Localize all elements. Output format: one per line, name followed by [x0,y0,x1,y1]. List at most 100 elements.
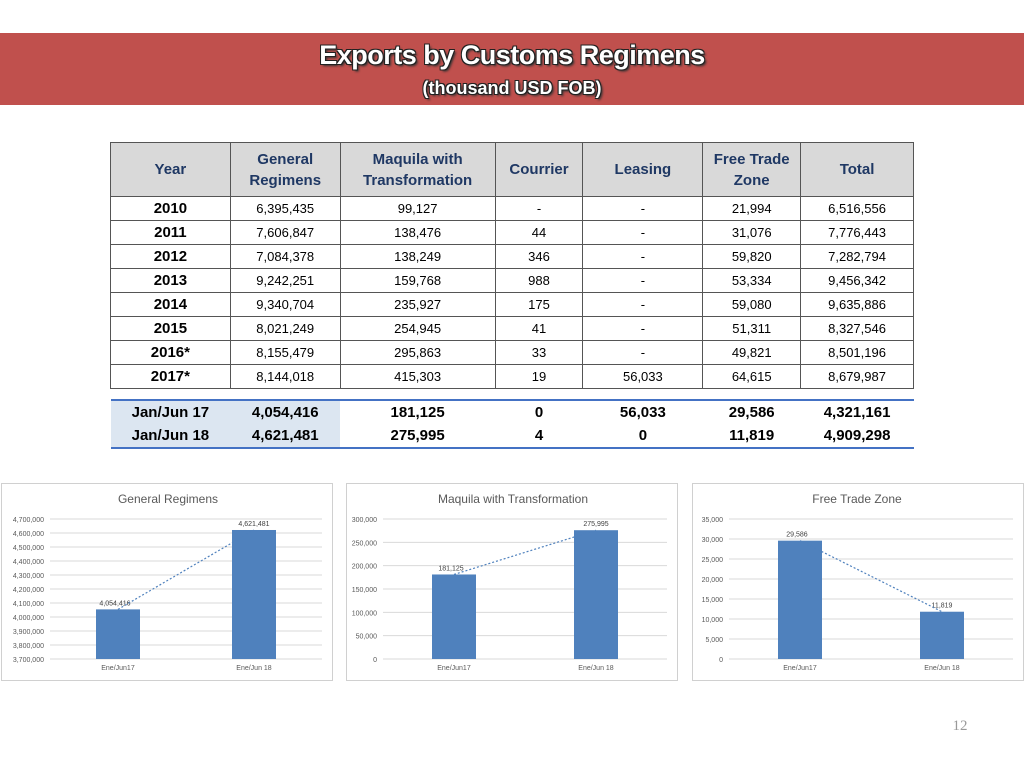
table-row: 2012 7,084,378 138,249 346-59,820 7,282,794 [110,244,914,269]
page-subtitle: (thousand USD FOB) [422,78,602,98]
table-row: 2017* 8,144,018 415,303 19 56,033 64,615 8,679… [110,364,914,389]
chart-general-regimens: General Regimens 3,700,000 3,800,000 3,900,… [1,483,333,681]
y-tick-label: 100,000 [352,610,377,617]
row-year-cell: 2016* [110,340,231,365]
y-tick-label: 4,400,000 [13,559,44,566]
bar [920,611,964,659]
table-cell: - [494,196,584,221]
x-tick-label: Ene/Jun 18 [236,665,272,672]
y-tick-label: 20,000 [702,577,724,584]
subtotal-cell: 56,033 [582,399,703,424]
y-tick-label: 10,000 [702,617,724,624]
table-cell: 8,679,987 [800,364,914,389]
table-cell: 64,615 [702,364,802,389]
table-cell: 31,076 [702,220,802,245]
header-courrier: Courrier [494,142,584,197]
table-cell: 7,084,378 [229,244,341,269]
y-tick-label: 5,000 [705,637,723,644]
chart-maquila: Maquila with Transformation 0 50,000 100,00… [346,483,678,681]
row-year-cell: 2014 [110,292,231,317]
table-cell: 8,144,018 [229,364,341,389]
y-tick-label: 4,300,000 [13,573,44,580]
chart-free-trade-zone: Free Trade Zone 0 5,000 10,000 15,000 20,000 2… [692,483,1024,681]
table-row: 2016* 8,155,479 295,863 33-49,821 8,501,196 [110,340,914,365]
table-row: 2015 8,021,249 254,945 41-51,311 8,327,546 [110,316,914,341]
y-tick-label: 35,000 [702,517,724,524]
table-cell: 59,080 [702,292,802,317]
table-cell: 138,476 [339,220,496,245]
subtotal-cell: 275,995 [340,424,496,449]
header-free-trade-zone: Free Trade Zone [702,142,802,197]
title-banner: Exports by Customs Regimens (thousand US… [0,33,1024,105]
table-cell: 49,821 [702,340,802,365]
row-year-cell: 2017* [110,364,231,389]
y-tick-label: 3,800,000 [13,643,44,650]
table-cell: 346 [494,244,584,269]
table-cell: 33 [494,340,584,365]
data-label: 4,621,481 [238,521,269,528]
table-cell: 41 [494,316,584,341]
x-tick-label: Ene/Jun 18 [924,665,960,672]
table-cell: 51,311 [702,316,802,341]
table-cell: 7,606,847 [229,220,341,245]
subtotal-cell: 0 [495,399,583,424]
table-cell: - [582,196,704,221]
chart-title: Maquila with Transformation [438,492,588,506]
table-header-row: Year General Regimens Maquila with Trans… [110,142,914,197]
subtotal-cell: 4,321,161 [800,399,914,424]
table-cell: 56,033 [582,364,704,389]
table-row: 2013 9,242,251 159,768 988-53,334 9,456,342 [110,268,914,293]
header-year: Year [110,142,231,197]
table-spacer [111,389,914,401]
row-year-cell: 2010 [110,196,231,221]
trendline [799,540,943,613]
bar [432,574,476,659]
table-cell: 21,994 [702,196,802,221]
header-total: Total [800,142,914,197]
table-cell: 8,021,249 [229,316,341,341]
table-cell: 7,282,794 [800,244,914,269]
subtotal-period-cell: Jan/Jun 17 [110,399,231,424]
x-tick-label: Ene/Jun17 [783,665,817,672]
table-cell: - [582,244,704,269]
subtotal-row: Jan/Jun 18 4,621,481 275,995 4 0 11,819 4,909,… [110,424,914,449]
subtotal-cell: 4,909,298 [800,424,914,449]
trendline [453,529,597,576]
data-label: 29,586 [786,532,808,539]
table-cell: 138,249 [339,244,496,269]
bar [96,609,140,659]
table-cell: 295,863 [339,340,496,365]
table-cell: - [582,268,704,293]
subtotal-cell: 4,054,416 [230,399,341,424]
data-label: 11,819 [932,603,953,610]
y-tick-label: 50,000 [356,634,378,641]
y-tick-label: 4,200,000 [13,587,44,594]
table-cell: 53,334 [702,268,802,293]
subtotal-cell: 181,125 [340,399,496,424]
table-cell: - [582,316,704,341]
exports-table: Year General Regimens Maquila with Trans… [110,142,914,449]
bar [574,530,618,659]
y-tick-label: 4,600,000 [13,531,44,538]
table-cell: 6,516,556 [800,196,914,221]
table-cell: 99,127 [339,196,496,221]
table-cell: 19 [494,364,584,389]
table-cell: 9,340,704 [229,292,341,317]
table-cell: 235,927 [339,292,496,317]
table-cell: 415,303 [339,364,496,389]
table-cell: - [582,220,704,245]
subtotal-cell: 11,819 [702,424,801,449]
table-cell: 9,456,342 [800,268,914,293]
row-year-cell: 2015 [110,316,231,341]
header-maquila: Maquila with Transformation [339,142,496,197]
x-tick-label: Ene/Jun17 [101,665,135,672]
table-row: 2010 6,395,435 99,127- -21,994 6,516,556 [110,196,914,221]
subtotal-cell: 4 [495,424,583,449]
y-tick-label: 4,000,000 [13,615,44,622]
header-general-regimens: General Regimens [229,142,341,197]
table-cell: 59,820 [702,244,802,269]
y-tick-label: 15,000 [702,597,724,604]
subtotal-cell: 4,621,481 [230,424,341,449]
subtotal-cell: 0 [582,424,703,449]
y-tick-label: 4,100,000 [13,601,44,608]
